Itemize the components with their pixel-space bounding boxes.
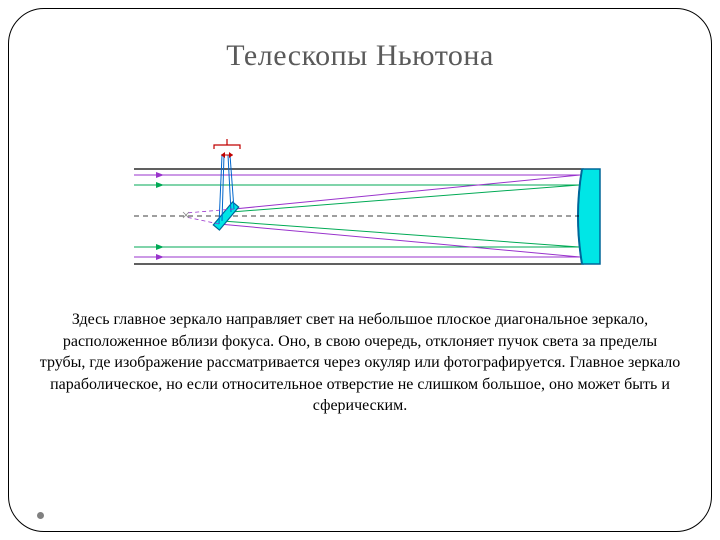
slide-description: Здесь главное зеркало направляет свет на… — [39, 309, 681, 417]
slide-title: Телескопы Ньютона — [9, 39, 711, 73]
eyepiece — [214, 139, 240, 158]
primary-mirror — [578, 169, 600, 264]
focus-mark — [183, 212, 189, 218]
slide-frame: Телескопы Ньютона — [8, 8, 712, 532]
telescope-diagram — [134, 139, 614, 279]
decorative-dot-icon — [37, 512, 44, 519]
